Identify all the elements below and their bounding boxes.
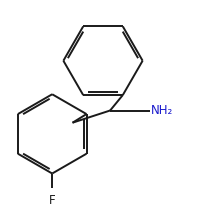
Text: F: F (49, 194, 55, 207)
Text: NH₂: NH₂ (151, 104, 173, 117)
